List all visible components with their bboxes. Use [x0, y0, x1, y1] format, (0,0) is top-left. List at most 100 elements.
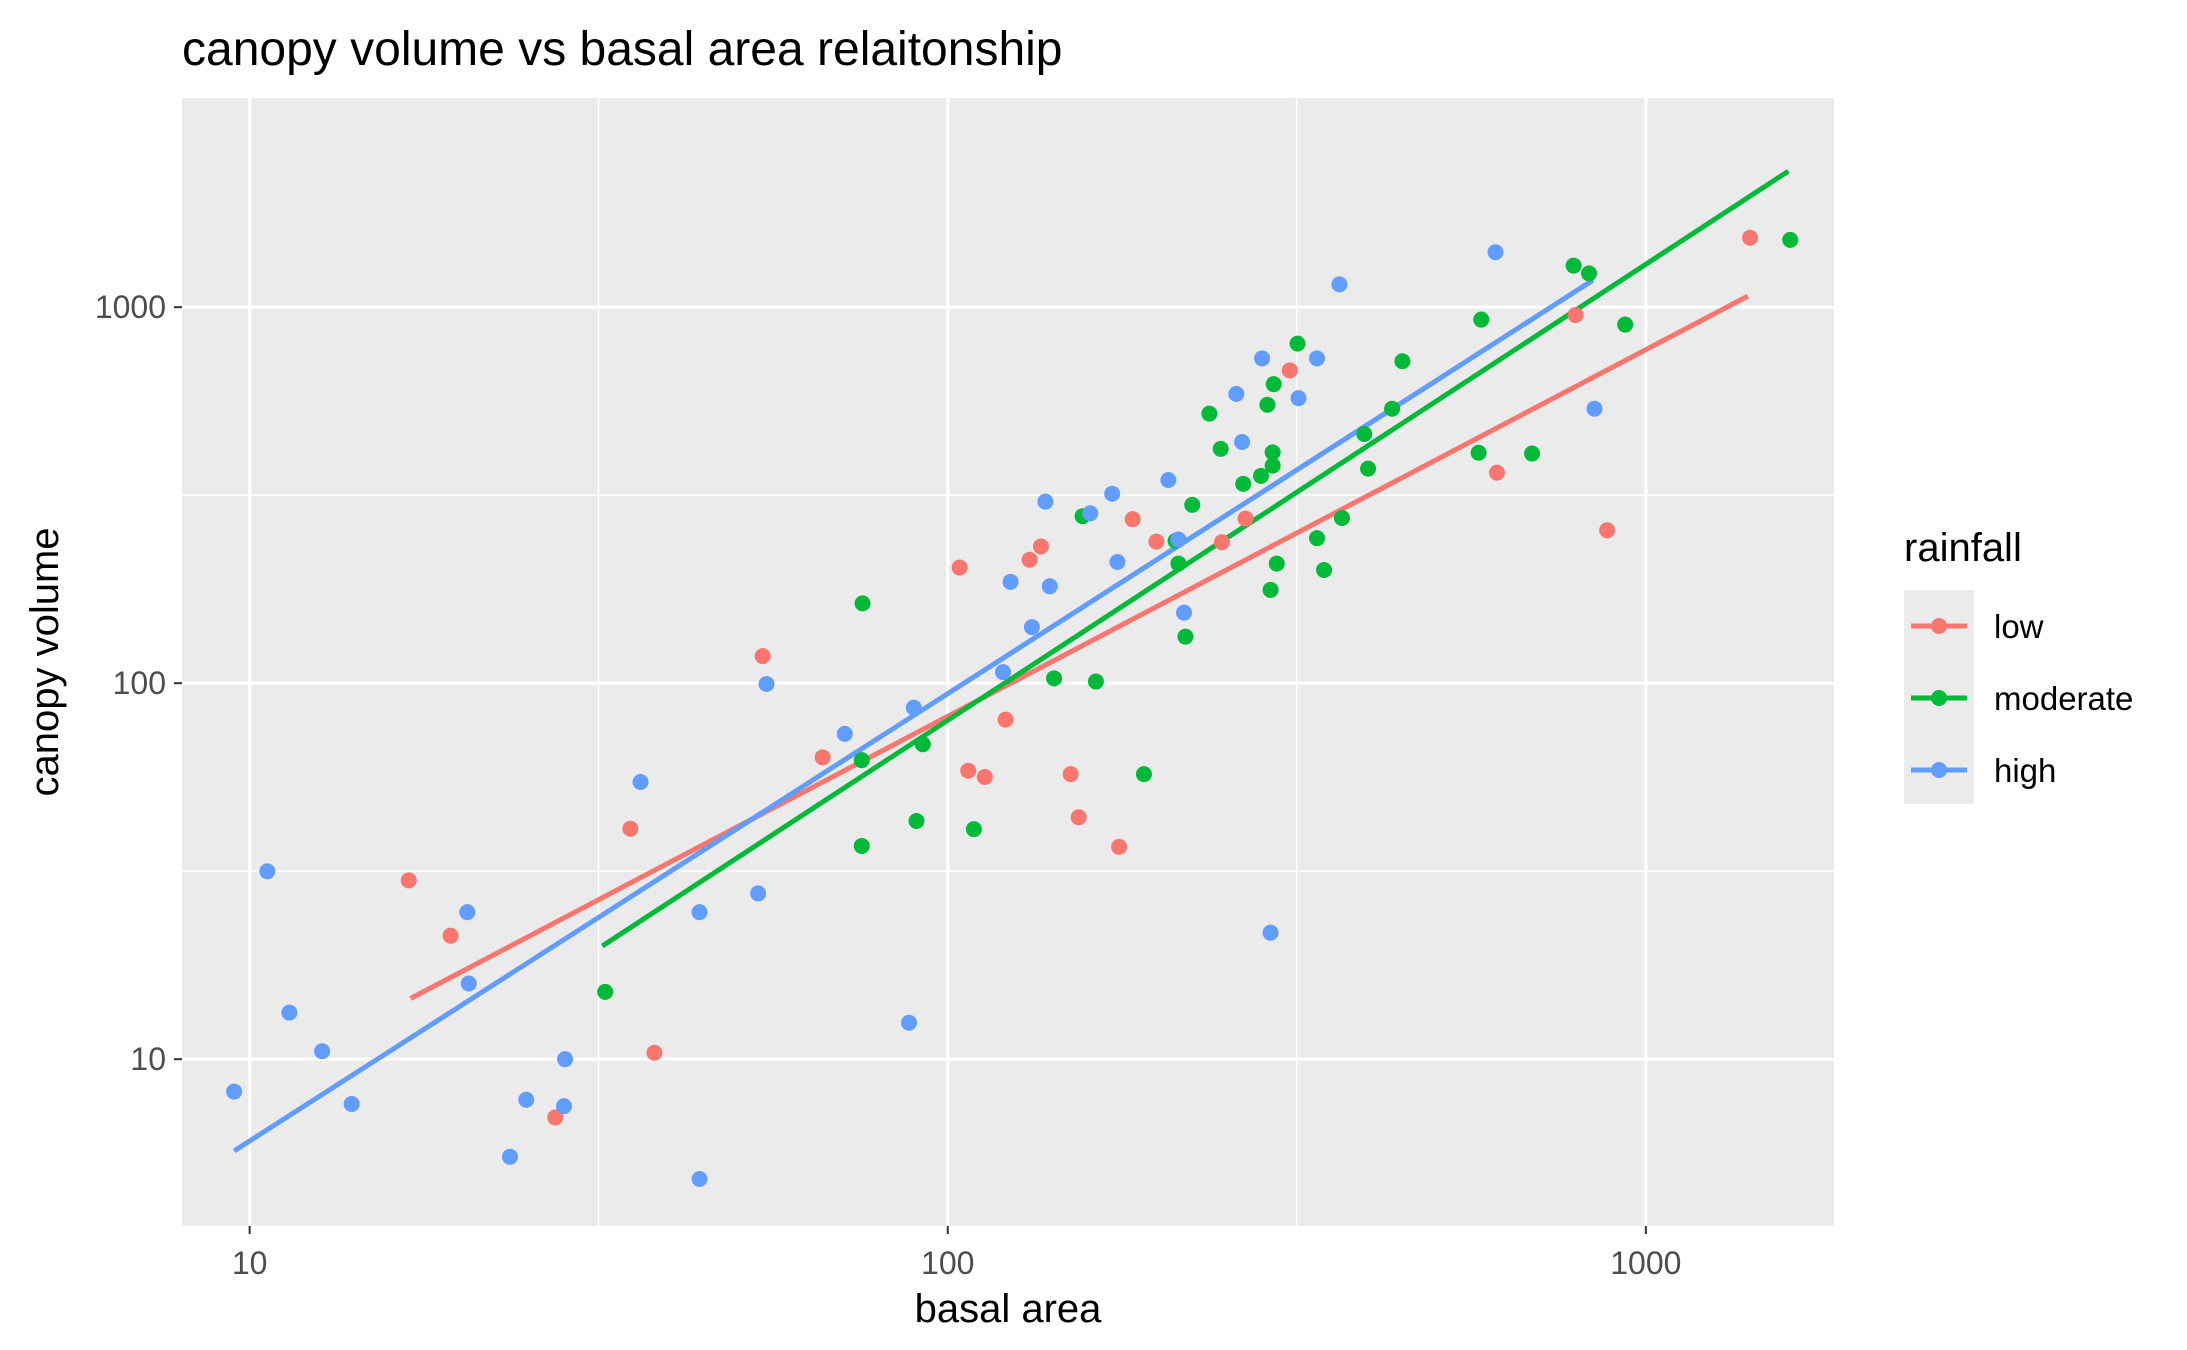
data-point-moderate	[908, 812, 925, 829]
data-point-moderate	[1252, 467, 1269, 484]
data-point-low	[1062, 766, 1079, 783]
data-point-low	[622, 820, 639, 837]
y-axis: 10 100 1000	[95, 289, 182, 1077]
data-point-moderate	[1177, 628, 1194, 645]
data-point-high	[1586, 400, 1603, 417]
data-point-moderate	[1046, 670, 1063, 687]
data-point-high	[1109, 554, 1126, 571]
data-point-moderate	[965, 821, 982, 838]
data-point-low	[1148, 533, 1165, 550]
legend-key-point-low	[1931, 618, 1947, 634]
data-point-moderate	[1333, 509, 1350, 526]
data-point-high	[501, 1148, 518, 1165]
data-point-high	[343, 1095, 360, 1112]
data-point-moderate	[1316, 561, 1333, 578]
data-point-high	[1331, 276, 1348, 293]
data-point-high	[1254, 350, 1271, 367]
data-point-low	[997, 711, 1014, 728]
data-point-low	[976, 768, 993, 785]
data-point-low	[547, 1109, 564, 1126]
data-point-low	[960, 762, 977, 779]
data-point-high	[281, 1004, 298, 1021]
data-point-moderate	[1394, 353, 1411, 370]
data-point-moderate	[853, 837, 870, 854]
data-points	[226, 229, 1799, 1188]
data-point-moderate	[1235, 475, 1252, 492]
x-axis-title: basal area	[915, 1287, 1103, 1331]
data-point-moderate	[1470, 444, 1487, 461]
data-point-high	[1262, 924, 1279, 941]
y-tick-label: 10	[130, 1041, 166, 1077]
data-point-low	[1237, 510, 1254, 527]
legend: rainfall low moderate high	[1904, 526, 2133, 804]
data-point-moderate	[1356, 425, 1373, 442]
data-point-high	[1041, 578, 1058, 595]
data-point-high	[226, 1083, 243, 1100]
data-point-moderate	[1184, 496, 1201, 513]
data-point-low	[1488, 464, 1505, 481]
data-point-moderate	[1265, 376, 1282, 393]
data-point-high	[518, 1091, 535, 1108]
data-point-high	[758, 675, 775, 692]
y-tick-label: 100	[113, 665, 166, 701]
data-point-high	[691, 1171, 708, 1188]
chart-title: canopy volume vs basal area relaitonship	[182, 23, 1063, 76]
data-point-high	[557, 1051, 574, 1068]
data-point-high	[900, 1014, 917, 1031]
legend-label-low: low	[1994, 608, 2044, 645]
data-point-moderate	[1264, 457, 1281, 474]
data-point-moderate	[1259, 396, 1276, 413]
data-point-high	[1104, 485, 1121, 502]
data-point-moderate	[1782, 231, 1799, 248]
x-tick-label: 100	[921, 1245, 974, 1281]
data-point-high	[314, 1043, 331, 1060]
y-axis-title: canopy volume	[23, 527, 67, 796]
data-point-moderate	[1524, 445, 1541, 462]
data-point-high	[1176, 604, 1193, 621]
data-point-low	[1742, 229, 1759, 246]
data-point-low	[1599, 522, 1616, 539]
data-point-high	[1487, 244, 1504, 261]
data-point-moderate	[1170, 555, 1187, 572]
data-point-moderate	[597, 983, 614, 1000]
data-point-high	[1308, 350, 1325, 367]
legend-label-moderate: moderate	[1994, 680, 2133, 717]
data-point-high	[1170, 531, 1187, 548]
data-point-low	[814, 749, 831, 766]
data-point-moderate	[1289, 335, 1306, 352]
data-point-moderate	[1201, 405, 1218, 422]
data-point-low	[1281, 362, 1298, 379]
data-point-moderate	[1473, 311, 1490, 328]
legend-key-point-moderate	[1931, 690, 1947, 706]
data-point-low	[754, 648, 771, 665]
data-point-moderate	[1565, 257, 1582, 274]
fit-line-moderate	[600, 169, 1790, 949]
y-tick-label: 1000	[95, 289, 166, 325]
data-point-moderate	[1308, 530, 1325, 547]
data-point-moderate	[1360, 460, 1377, 477]
x-tick-label: 1000	[1610, 1245, 1681, 1281]
data-point-low	[1213, 534, 1230, 551]
data-point-high	[1290, 390, 1307, 407]
data-point-moderate	[854, 595, 871, 612]
data-point-high	[1234, 433, 1251, 450]
data-point-low	[1032, 538, 1049, 555]
legend-title: rainfall	[1904, 526, 2022, 570]
data-point-moderate	[1384, 400, 1401, 417]
legend-key-point-high	[1931, 762, 1947, 778]
x-axis: 10 100 1000	[232, 1226, 1681, 1281]
data-point-moderate	[853, 752, 870, 769]
data-point-high	[691, 904, 708, 921]
data-point-moderate	[1580, 265, 1597, 282]
data-point-moderate	[1135, 766, 1152, 783]
legend-label-high: high	[1994, 752, 2056, 789]
data-point-moderate	[1262, 581, 1279, 598]
data-point-high	[1160, 472, 1177, 489]
data-point-high	[459, 904, 476, 921]
grid-lines	[182, 98, 1834, 1226]
data-point-moderate	[1617, 316, 1634, 333]
data-point-low	[1070, 809, 1087, 826]
data-point-high	[995, 664, 1012, 681]
data-point-high	[750, 885, 767, 902]
